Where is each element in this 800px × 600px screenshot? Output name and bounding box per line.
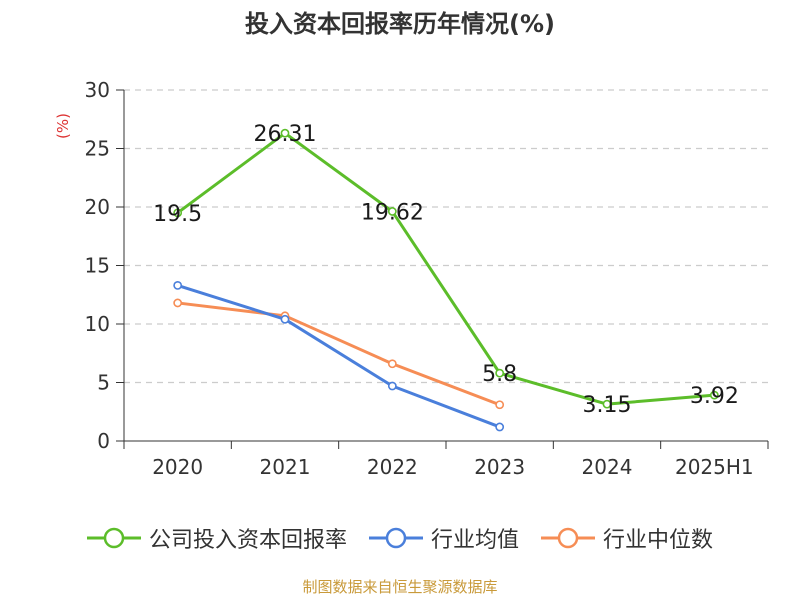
chart-title: 投入资本回报率历年情况(%) — [245, 10, 555, 38]
data-point — [173, 280, 183, 290]
legend: 公司投入资本回报率 行业均值 行业中位数 — [0, 520, 800, 556]
legend-swatch — [541, 527, 595, 549]
legend-item[interactable]: 行业中位数 — [541, 522, 713, 554]
data-label: 3.92 — [690, 384, 739, 409]
data-label: 19.62 — [361, 200, 424, 225]
data-point — [387, 207, 397, 216]
data-point — [602, 399, 612, 409]
source-note: 制图数据来自恒生聚源数据库 — [302, 578, 498, 596]
legend-swatch — [368, 527, 423, 549]
y-tick-label: 10 — [85, 312, 110, 336]
data-point — [173, 298, 183, 308]
data-point — [280, 128, 290, 138]
legend-label: 行业均值 — [430, 528, 519, 553]
y-tick-label: 5 — [97, 371, 110, 395]
data-point — [709, 390, 719, 400]
legend-label: 行业中位数 — [603, 528, 714, 553]
x-tick-label: 2022 — [367, 455, 418, 479]
legend-label: 公司投入资本回报率 — [148, 528, 347, 553]
y-axis-label: (%) — [54, 113, 72, 139]
x-tick-label: 2025H1 — [675, 455, 754, 479]
data-point — [495, 422, 505, 432]
legend-item[interactable]: 公司投入资本回报率 — [86, 522, 347, 554]
series-line — [177, 283, 501, 429]
y-tick-label: 30 — [85, 78, 110, 102]
data-point — [495, 368, 505, 378]
data-point — [280, 314, 290, 324]
legend-swatch — [86, 527, 141, 549]
data-point — [495, 400, 505, 410]
y-tick-label: 0 — [97, 429, 110, 453]
data-point — [173, 208, 183, 218]
data-label: 19.5 — [153, 202, 202, 227]
data-label: 3.15 — [583, 393, 632, 418]
data-label: 5.8 — [482, 362, 517, 387]
legend-item[interactable]: 行业均值 — [368, 522, 519, 554]
data-label: 26.31 — [254, 122, 317, 147]
x-tick-label: 2021 — [260, 455, 311, 479]
series-line — [177, 301, 501, 407]
x-tick-label: 2024 — [582, 455, 633, 479]
data-point — [387, 381, 397, 391]
x-tick-label: 2023 — [474, 455, 525, 479]
y-tick-label: 25 — [85, 137, 110, 161]
series-line — [176, 131, 715, 406]
y-tick-label: 20 — [85, 195, 110, 219]
data-point — [387, 359, 397, 369]
x-tick-label: 2020 — [152, 455, 203, 479]
y-tick-label: 15 — [85, 254, 110, 278]
